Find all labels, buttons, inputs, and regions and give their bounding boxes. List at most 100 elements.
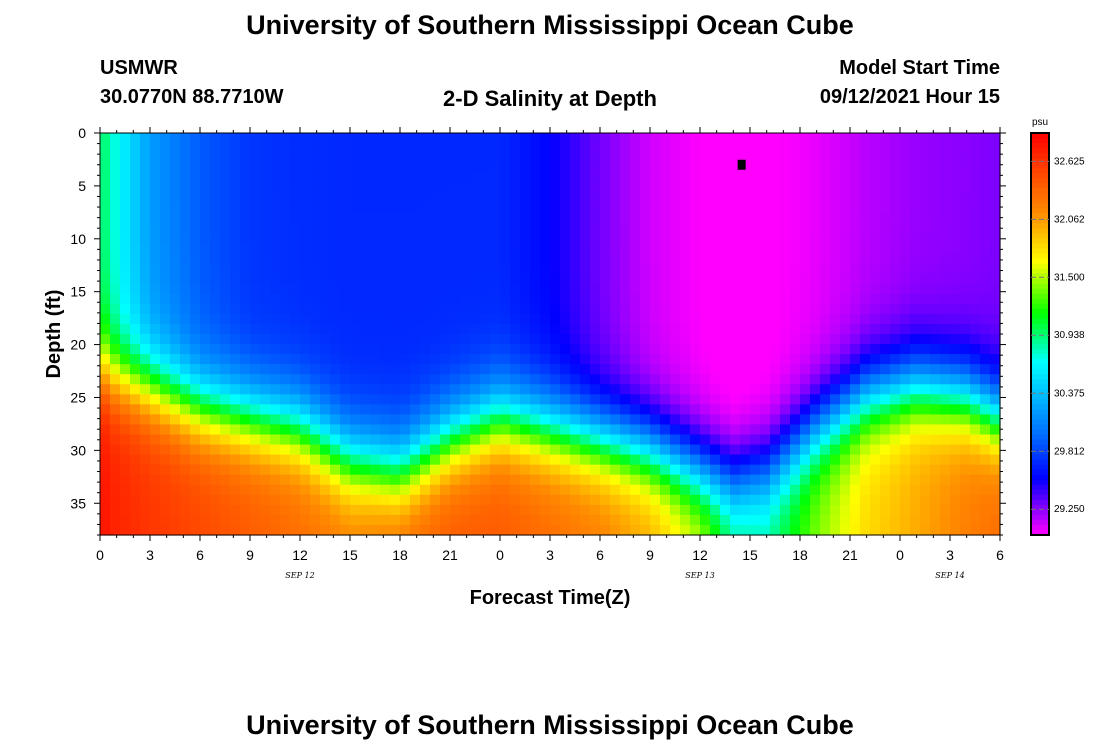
heatmap-cell bbox=[740, 514, 751, 526]
heatmap-cell bbox=[360, 334, 371, 345]
heatmap-cell bbox=[450, 474, 461, 486]
heatmap-cell bbox=[770, 193, 781, 204]
heatmap-cell bbox=[420, 223, 431, 235]
heatmap-cell bbox=[270, 354, 281, 365]
heatmap-cell bbox=[620, 193, 631, 204]
heatmap-cell bbox=[710, 273, 721, 285]
heatmap-cell bbox=[150, 424, 161, 436]
x-tick-labels: 0 3 6 9 12 15 18 21 0 3 6 9 12 15 18 21 0 3 6 bbox=[96, 547, 1004, 563]
heatmap-cell bbox=[800, 243, 811, 255]
heatmap-cell bbox=[140, 313, 151, 325]
heatmap-cell bbox=[600, 474, 611, 486]
heatmap-cell bbox=[600, 364, 611, 375]
heatmap-cell bbox=[140, 223, 151, 235]
heatmap-cell bbox=[180, 203, 191, 214]
heatmap-cell bbox=[860, 143, 871, 154]
heatmap-cell bbox=[950, 283, 961, 295]
heatmap-cell bbox=[580, 253, 591, 265]
heatmap-cell bbox=[790, 183, 801, 194]
heatmap-cell bbox=[460, 374, 471, 385]
heatmap-cell bbox=[850, 233, 861, 245]
heatmap-cell bbox=[610, 514, 621, 526]
heatmap-cell bbox=[880, 434, 891, 446]
heatmap-cell bbox=[130, 444, 141, 456]
heatmap-cell bbox=[500, 434, 511, 446]
heatmap-cell bbox=[850, 394, 861, 405]
heatmap-cell bbox=[380, 484, 391, 496]
heatmap-cell bbox=[360, 514, 371, 526]
heatmap-cell bbox=[270, 323, 281, 335]
heatmap-cell bbox=[350, 424, 361, 436]
heatmap-cell bbox=[510, 173, 521, 184]
heatmap-cell bbox=[400, 334, 411, 345]
heatmap-cell bbox=[660, 163, 671, 174]
heatmap-cell bbox=[420, 474, 431, 486]
heatmap-cell bbox=[490, 313, 501, 325]
heatmap-cell bbox=[350, 153, 361, 164]
heatmap-cell bbox=[130, 253, 141, 265]
heatmap-cell bbox=[630, 253, 641, 265]
heatmap-cell bbox=[500, 424, 511, 436]
heatmap-cell bbox=[260, 354, 271, 365]
heatmap-cell bbox=[790, 514, 801, 526]
heatmap-cell bbox=[420, 263, 431, 275]
heatmap-cell bbox=[120, 183, 131, 194]
heatmap-cell bbox=[500, 213, 511, 225]
heatmap-cell bbox=[460, 464, 471, 476]
heatmap-cell bbox=[420, 354, 431, 365]
heatmap-cell bbox=[430, 323, 441, 335]
heatmap-cell bbox=[420, 193, 431, 204]
heatmap-cell bbox=[370, 133, 381, 144]
heatmap-cell bbox=[390, 163, 401, 174]
heatmap-cell bbox=[410, 243, 421, 255]
heatmap-cell bbox=[170, 364, 181, 375]
heatmap-cell bbox=[460, 223, 471, 235]
heatmap-cell bbox=[890, 273, 901, 285]
heatmap-cell bbox=[940, 514, 951, 526]
heatmap-cell bbox=[320, 444, 331, 456]
heatmap-cell bbox=[250, 143, 261, 154]
heatmap-cell bbox=[700, 364, 711, 375]
heatmap-cell bbox=[350, 223, 361, 235]
heatmap-cell bbox=[200, 273, 211, 285]
heatmap-cell bbox=[970, 474, 981, 486]
heatmap-cell bbox=[620, 283, 631, 295]
heatmap-cell bbox=[600, 153, 611, 164]
heatmap-cell bbox=[420, 243, 431, 255]
heatmap-cell bbox=[620, 434, 631, 446]
heatmap-cell bbox=[840, 344, 851, 355]
heatmap-cell bbox=[710, 203, 721, 214]
heatmap-cell bbox=[560, 323, 571, 335]
heatmap-cell bbox=[810, 444, 821, 456]
heatmap-cell bbox=[460, 334, 471, 345]
heatmap-cell bbox=[970, 303, 981, 315]
heatmap-cell bbox=[370, 303, 381, 315]
heatmap-cell bbox=[420, 153, 431, 164]
heatmap-cell bbox=[750, 263, 761, 275]
heatmap-cell bbox=[990, 233, 1001, 245]
heatmap-cell bbox=[640, 173, 651, 184]
heatmap-cell bbox=[300, 394, 311, 405]
heatmap-cell bbox=[540, 133, 551, 144]
heatmap-cell bbox=[750, 344, 761, 355]
heatmap-cell bbox=[210, 253, 221, 265]
heatmap-cell bbox=[360, 414, 371, 426]
heatmap-cell bbox=[440, 364, 451, 375]
heatmap-cell bbox=[100, 233, 111, 245]
heatmap-cell bbox=[290, 494, 301, 506]
heatmap-cell bbox=[700, 524, 711, 536]
heatmap-cell bbox=[640, 454, 651, 466]
heatmap-cell bbox=[440, 153, 451, 164]
heatmap-cell bbox=[580, 484, 591, 496]
x-tick-label: 6 bbox=[996, 547, 1004, 563]
heatmap-cell bbox=[380, 424, 391, 436]
heatmap-cell bbox=[860, 424, 871, 436]
x-tick-label: 6 bbox=[596, 547, 604, 563]
heatmap-cell bbox=[880, 354, 891, 365]
heatmap-cell bbox=[560, 414, 571, 426]
heatmap-cell bbox=[320, 223, 331, 235]
heatmap-cell bbox=[990, 203, 1001, 214]
heatmap-cell bbox=[530, 354, 541, 365]
heatmap-cell bbox=[620, 313, 631, 325]
heatmap-cell bbox=[250, 504, 261, 516]
